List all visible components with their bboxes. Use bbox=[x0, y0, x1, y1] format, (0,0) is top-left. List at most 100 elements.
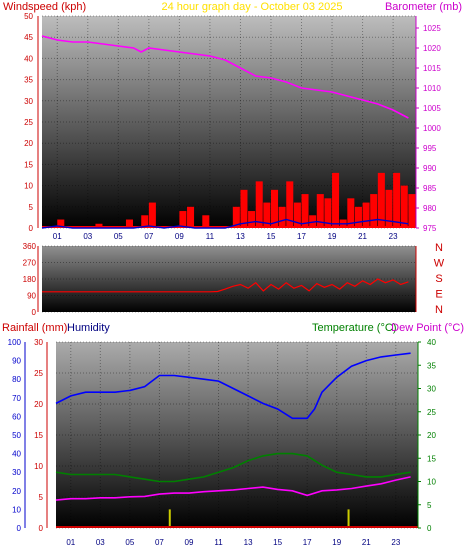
x-tick-label: 09 bbox=[185, 538, 194, 547]
humidity-tick-label: 10 bbox=[12, 505, 21, 514]
dew-point-line bbox=[55, 476, 411, 501]
wind-tick-label: 10 bbox=[24, 182, 33, 191]
compass-label: W bbox=[434, 258, 445, 270]
barometer-tick-label: 1015 bbox=[423, 64, 441, 73]
x-tick-label: 09 bbox=[175, 232, 184, 241]
x-tick-label: 19 bbox=[328, 232, 337, 241]
compass-label: N bbox=[435, 242, 443, 254]
compass-label: E bbox=[435, 289, 442, 301]
wind-gust-bar bbox=[141, 215, 149, 228]
x-tick-label: 07 bbox=[144, 232, 153, 241]
wind-gust-bar bbox=[347, 198, 355, 228]
compass-label: N bbox=[435, 304, 443, 316]
wind-axes: 0510152025303540455097598098599099510001… bbox=[24, 12, 441, 241]
wind-gust-bar bbox=[286, 181, 294, 228]
dewpoint-axis-label: Dew Point (°C) bbox=[391, 322, 464, 334]
temperature-axis-label: Temperature (°C) bbox=[312, 322, 396, 334]
wind-gust-bar bbox=[240, 189, 248, 228]
barometer-tick-label: 980 bbox=[423, 204, 437, 213]
barometer-tick-label: 975 bbox=[423, 224, 437, 233]
humidity-tick-label: 20 bbox=[12, 487, 21, 496]
humidity-temp-series bbox=[55, 352, 418, 528]
wind-plot-area bbox=[42, 16, 416, 228]
barometer-tick-label: 985 bbox=[423, 184, 437, 193]
wind-tick-label: 40 bbox=[24, 54, 33, 63]
rainfall-bar bbox=[168, 509, 171, 528]
x-tick-label: 13 bbox=[244, 538, 253, 547]
barometer-line bbox=[41, 35, 409, 119]
x-tick-label: 07 bbox=[155, 538, 164, 547]
barometer-tick-label: 1020 bbox=[423, 44, 441, 53]
rainfall-bar bbox=[347, 509, 350, 528]
wind-gust-bar bbox=[125, 219, 133, 228]
x-tick-label: 19 bbox=[332, 538, 341, 547]
x-tick-label: 05 bbox=[114, 232, 123, 241]
wind-gust-bar bbox=[316, 194, 324, 228]
temperature-tick-label: 10 bbox=[427, 478, 436, 487]
wind-gust-bar bbox=[393, 172, 401, 228]
wind-gust-bar bbox=[332, 172, 340, 228]
humidity-tick-label: 30 bbox=[12, 468, 21, 477]
wind-gust-bar bbox=[293, 202, 301, 228]
wind-tick-label: 50 bbox=[24, 12, 33, 21]
temperature-tick-label: 35 bbox=[427, 361, 436, 370]
wind-direction-line bbox=[42, 278, 409, 293]
wind-average-line bbox=[41, 218, 409, 229]
x-tick-label: 05 bbox=[125, 538, 134, 547]
x-tick-label: 23 bbox=[391, 538, 400, 547]
direction-gridlines bbox=[42, 245, 416, 313]
wind-gust-bar bbox=[232, 206, 240, 228]
temperature-tick-label: 5 bbox=[427, 501, 432, 510]
x-tick-label: 17 bbox=[297, 232, 306, 241]
rainfall-tick-label: 25 bbox=[34, 369, 43, 378]
temperature-tick-label: 0 bbox=[427, 524, 432, 533]
wind-tick-label: 30 bbox=[24, 97, 33, 106]
wind-gust-bar bbox=[408, 194, 416, 228]
wind-barometer-series bbox=[41, 35, 416, 229]
wind-gust-bar bbox=[263, 202, 271, 228]
wind-gust-bar bbox=[377, 172, 385, 228]
barometer-axis-label: Barometer (mb) bbox=[385, 1, 462, 13]
humidity-tick-label: 70 bbox=[12, 394, 21, 403]
wind-gust-bar bbox=[278, 206, 286, 228]
temperature-tick-label: 25 bbox=[427, 408, 436, 417]
rainfall-tick-label: 20 bbox=[34, 400, 43, 409]
direction-series bbox=[42, 278, 409, 293]
humidity-tick-label: 0 bbox=[17, 524, 22, 533]
wind-gust-bar bbox=[362, 202, 370, 228]
x-tick-label: 03 bbox=[83, 232, 92, 241]
wind-tick-label: 0 bbox=[29, 224, 34, 233]
wind-gust-bar bbox=[301, 194, 309, 228]
x-tick-label: 15 bbox=[267, 232, 276, 241]
rainfall-tick-label: 15 bbox=[34, 431, 43, 440]
x-tick-label: 15 bbox=[273, 538, 282, 547]
wind-gust-bar bbox=[57, 219, 65, 228]
temperature-tick-label: 30 bbox=[427, 385, 436, 394]
humidity-line bbox=[55, 352, 411, 420]
humidity-temp-axes: 0510152025300102030405060708090100051015… bbox=[8, 338, 437, 547]
humidity-tick-label: 50 bbox=[12, 431, 21, 440]
x-tick-label: 13 bbox=[236, 232, 245, 241]
wind-tick-label: 35 bbox=[24, 76, 33, 85]
rainfall-tick-label: 0 bbox=[39, 524, 44, 533]
temperature-line bbox=[55, 452, 411, 483]
wind-gust-bar bbox=[354, 206, 362, 228]
chart-title: 24 hour graph day - October 03 2025 bbox=[161, 1, 342, 13]
x-tick-label: 01 bbox=[66, 538, 75, 547]
wind-gust-bar bbox=[248, 211, 256, 228]
barometer-tick-label: 990 bbox=[423, 164, 437, 173]
temperature-tick-label: 15 bbox=[427, 454, 436, 463]
temperature-tick-label: 40 bbox=[427, 338, 436, 347]
rainfall-tick-label: 30 bbox=[34, 338, 43, 347]
temperature-tick-label: 20 bbox=[427, 431, 436, 440]
wind-gust-bar bbox=[148, 202, 156, 228]
wind-tick-label: 5 bbox=[29, 203, 34, 212]
x-tick-label: 01 bbox=[53, 232, 62, 241]
direction-tick-label: 360 bbox=[23, 242, 37, 251]
wind-gust-bar bbox=[324, 198, 332, 228]
barometer-tick-label: 1010 bbox=[423, 84, 441, 93]
wind-tick-label: 45 bbox=[24, 33, 33, 42]
wind-gust-bar bbox=[187, 206, 195, 228]
